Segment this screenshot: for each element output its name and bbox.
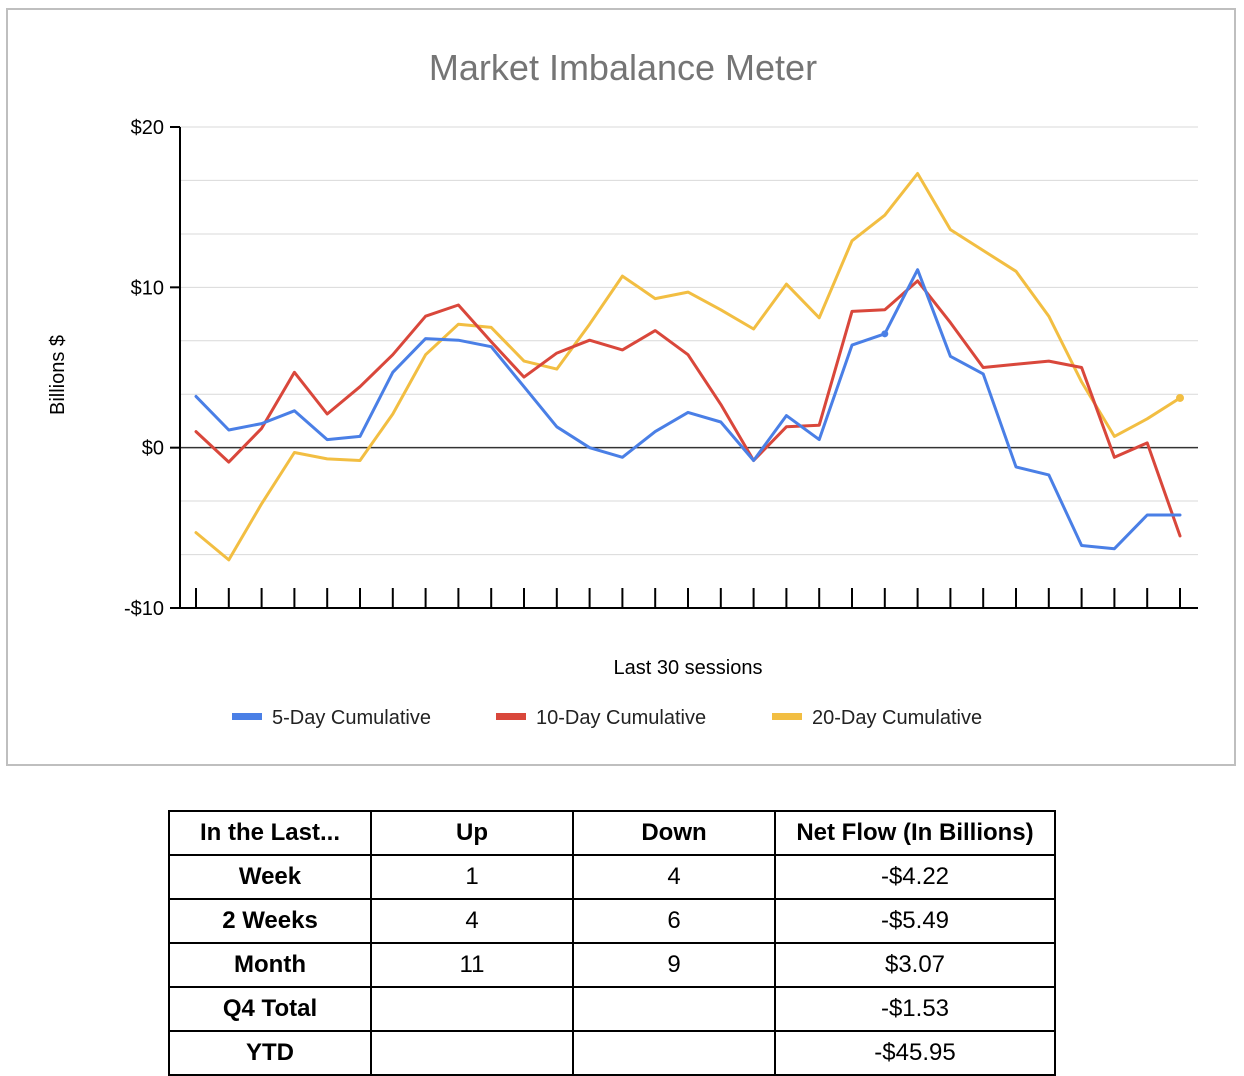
header-down: Down — [572, 810, 776, 856]
header-net-flow: Net Flow (In Billions) — [774, 810, 1056, 856]
gridlines — [180, 126, 1198, 556]
down-cell: 6 — [572, 898, 776, 944]
y-tick-label: $10 — [131, 277, 164, 299]
chart-title: Market Imbalance Meter — [429, 47, 817, 88]
chart-panel: Market Imbalance Meter $20 $10 $0 -$10 Bill… — [6, 8, 1236, 766]
table-row: Q4 Total -$1.53 — [168, 986, 1056, 1032]
up-cell: 4 — [370, 898, 574, 944]
axes: $20 $10 $0 -$10 — [124, 117, 1198, 620]
row-label: Month — [168, 942, 372, 988]
up-cell: 1 — [370, 854, 574, 900]
net-flow-table: In the Last... Up Down Net Flow (In Bill… — [168, 810, 1056, 1076]
legend-label: 5-Day Cumulative — [272, 707, 431, 729]
data-point-marker — [1176, 393, 1184, 402]
up-cell — [370, 1030, 574, 1076]
net-cell: -$5.49 — [774, 898, 1056, 944]
net-cell: $3.07 — [774, 942, 1056, 988]
x-axis-title: Last 30 sessions — [614, 657, 763, 679]
header-period: In the Last... — [168, 810, 372, 856]
net-cell: -$1.53 — [774, 986, 1056, 1032]
table-row: Week 1 4 -$4.22 — [168, 854, 1056, 900]
table-row: 2 Weeks 4 6 -$5.49 — [168, 898, 1056, 944]
y-tick-label: $0 — [142, 438, 164, 460]
y-tick-label: -$10 — [124, 598, 164, 620]
series-line-20-day-cumulative — [194, 172, 1182, 562]
up-cell: 11 — [370, 942, 574, 988]
legend-swatch — [772, 713, 802, 720]
net-cell: -$4.22 — [774, 854, 1056, 900]
header-up: Up — [370, 810, 574, 856]
y-tick-label: $20 — [131, 117, 164, 139]
down-cell — [572, 1030, 776, 1076]
row-label: YTD — [168, 1030, 372, 1076]
legend: 5-Day Cumulative 10-Day Cumulative 20-Day … — [232, 707, 982, 729]
table-row: Month 11 9 $3.07 — [168, 942, 1056, 988]
data-point-marker — [881, 330, 889, 338]
table-header-row: In the Last... Up Down Net Flow (In Bill… — [168, 810, 1056, 856]
row-label: Week — [168, 854, 372, 900]
legend-label: 20-Day Cumulative — [812, 707, 982, 729]
legend-label: 10-Day Cumulative — [536, 707, 706, 729]
line-chart: Market Imbalance Meter $20 $10 $0 -$10 Bill… — [47, 47, 1198, 729]
legend-swatch — [496, 713, 526, 720]
series-line-5-day-cumulative — [194, 268, 1182, 551]
row-label: Q4 Total — [168, 986, 372, 1032]
table-row: YTD -$45.95 — [168, 1030, 1056, 1076]
down-cell: 4 — [572, 854, 776, 900]
series-lines — [194, 172, 1184, 562]
down-cell — [572, 986, 776, 1032]
down-cell: 9 — [572, 942, 776, 988]
legend-swatch — [232, 713, 262, 720]
row-label: 2 Weeks — [168, 898, 372, 944]
series-line-10-day-cumulative — [194, 279, 1182, 538]
y-axis-title: Billions $ — [47, 335, 69, 415]
net-cell: -$45.95 — [774, 1030, 1056, 1076]
up-cell — [370, 986, 574, 1032]
